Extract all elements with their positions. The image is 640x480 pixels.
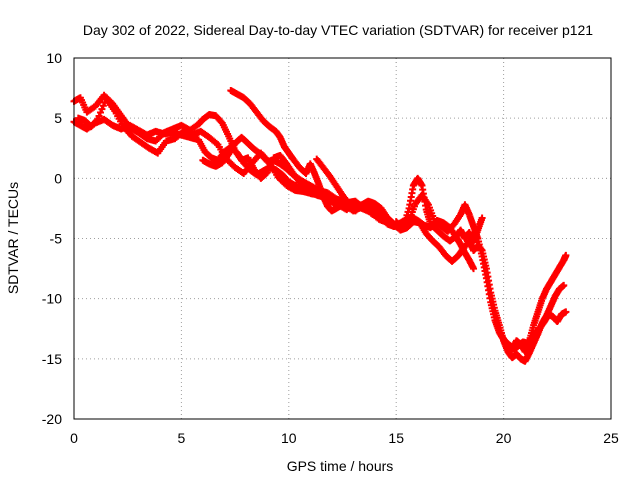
y-tick-labels: 10 5 0 -5 -10 -15 -20 [42,50,62,427]
y-tick-label: 5 [54,110,62,126]
data-point [560,281,568,289]
y-tick-label: -15 [42,351,62,367]
data-point [93,117,101,125]
y-tick-label: -5 [50,231,63,247]
x-axis-title: GPS time / hours [287,458,394,474]
y-tick-label: -20 [42,411,62,427]
data-point [478,214,486,222]
series-track-8 [497,308,570,353]
data-point [562,308,570,316]
x-tick-label: 20 [496,430,512,446]
chart-title: Day 302 of 2022, Sidereal Day-to-day VTE… [83,22,593,38]
x-tick-label: 25 [603,430,619,446]
y-axis-title: SDTVAR / TECUs [5,182,21,294]
plot-frame [73,57,612,420]
x-tick-label: 15 [388,430,404,446]
series-track-6 [313,155,568,365]
y-tick-label: 0 [54,170,62,186]
data-points [70,86,570,365]
x-tick-label: 0 [70,430,78,446]
y-tick-label: 10 [46,50,62,66]
x-tick-label: 10 [281,430,297,446]
x-tick-label: 5 [178,430,186,446]
data-point [562,251,570,259]
data-point [470,265,478,273]
series-track-5 [199,133,486,246]
x-tick-labels: 0 5 10 15 20 25 [70,430,619,446]
grid [73,57,612,420]
y-tick-label: -10 [42,291,62,307]
